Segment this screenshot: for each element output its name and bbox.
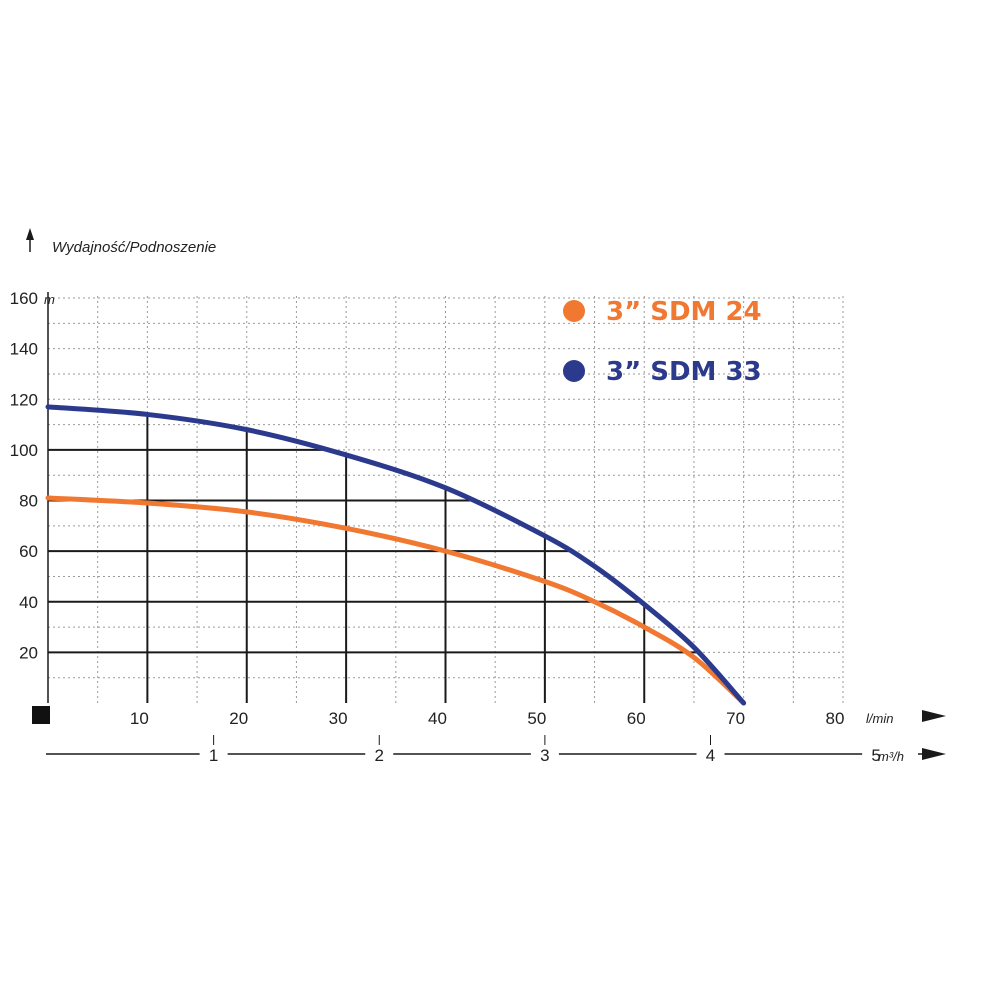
legend-label-series-1: 3” SDM 24	[606, 297, 762, 327]
x2-tick-label: 2	[375, 746, 384, 765]
axes	[26, 228, 946, 760]
curve-series-2	[45, 404, 747, 706]
y-arrow-icon	[26, 228, 34, 240]
x2-tick-label: 4	[706, 746, 715, 765]
x-tick-label: 80	[826, 709, 845, 728]
legend-marker-icon	[563, 360, 585, 382]
x-tick-label: 20	[229, 709, 248, 728]
x-tick-label: 10	[130, 709, 149, 728]
y-tick-label: 40	[19, 593, 38, 612]
x-tick-label: 50	[527, 709, 546, 728]
origin-square-icon	[32, 706, 50, 724]
x2-tick-label: 3	[540, 746, 549, 765]
curve-series-1	[45, 495, 747, 706]
y-axis-label: Wydajność/Podnoszenie	[52, 239, 216, 256]
x-tick-label: 30	[329, 709, 348, 728]
y-tick-label: 80	[19, 492, 38, 511]
y-tick-label: 160	[10, 289, 38, 308]
x2-tick-label: 1	[209, 746, 218, 765]
y-tick-label: 100	[10, 441, 38, 460]
x2-unit-label: m³/h	[878, 749, 904, 764]
y-tick-label: 20	[19, 643, 38, 662]
y-tick-label: 60	[19, 542, 38, 561]
x-tick-label: 40	[428, 709, 447, 728]
labels: Wydajność/Podnoszenie2040608010012014016…	[10, 239, 904, 765]
x-tick-label: 60	[627, 709, 646, 728]
x-arrow-icon	[922, 710, 946, 722]
curves	[45, 404, 747, 706]
legend-marker-icon	[563, 300, 585, 322]
grid	[48, 294, 844, 703]
y-tick-label: 120	[10, 390, 38, 409]
x2-tick-label: 5	[871, 746, 880, 765]
y-unit-label: m	[44, 292, 55, 307]
x-tick-label: 70	[726, 709, 745, 728]
legend: 3” SDM 24 3” SDM 33	[563, 297, 762, 387]
y-tick-label: 140	[10, 340, 38, 359]
x2-arrow-icon	[922, 748, 946, 760]
x-unit-label: l/min	[866, 711, 893, 726]
legend-label-series-2: 3” SDM 33	[606, 357, 762, 387]
